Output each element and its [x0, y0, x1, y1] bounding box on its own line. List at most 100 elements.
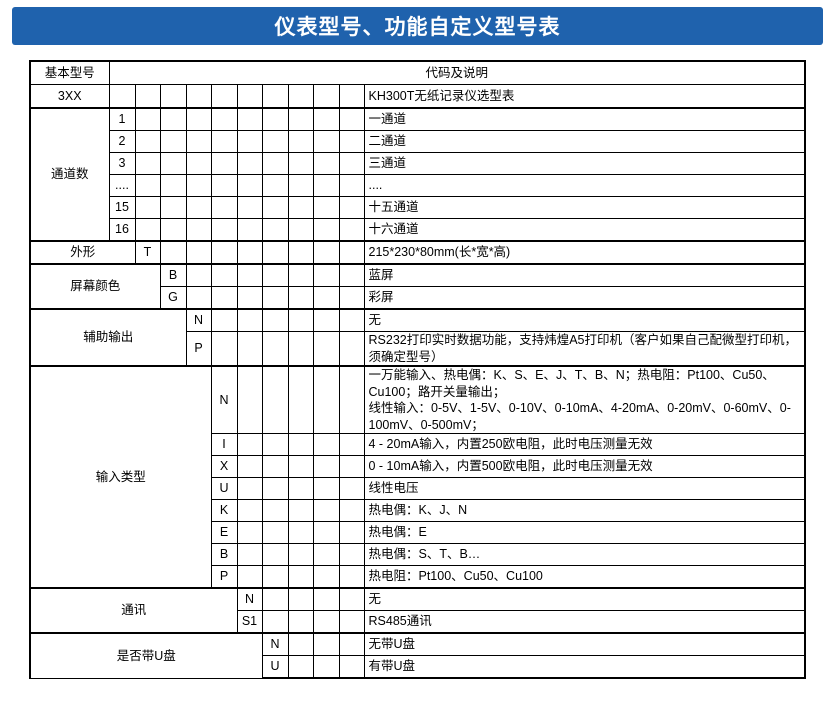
grid-cell	[185, 218, 212, 242]
desc-cell: 三通道	[363, 152, 806, 175]
grid-cell	[134, 130, 161, 153]
grid-cell	[338, 587, 365, 611]
grid-cell	[287, 433, 314, 456]
desc-cell: 热电偶：K、J、N	[363, 499, 806, 522]
desc-cell: 热电偶：S、T、B…	[363, 543, 806, 566]
grid-cell	[236, 130, 263, 153]
section-label-1: 通道数	[29, 107, 110, 242]
grid-cell	[287, 240, 314, 265]
table-header-row: 基本型号 代码及说明	[29, 60, 806, 85]
grid-cell	[312, 286, 340, 310]
code-cell: B	[159, 263, 187, 287]
grid-cell	[210, 218, 238, 242]
desc-cell: RS485通讯	[363, 610, 806, 634]
grid-cell	[338, 433, 365, 456]
grid-cell	[159, 130, 187, 153]
grid-cell	[159, 218, 187, 242]
grid-cell	[159, 107, 187, 131]
grid-cell	[185, 286, 212, 310]
section-label-4: 辅助输出	[29, 308, 187, 367]
section-row: 通道数 1 一通道	[29, 107, 806, 242]
grid-cell	[261, 521, 289, 544]
grid-cell	[312, 455, 340, 478]
grid-cell	[312, 543, 340, 566]
grid-cell	[185, 152, 212, 175]
section-row: 输入类型 N 一万能输入、热电偶：K、S、E、J、T、B、N；热电阻：Pt100、C…	[29, 365, 806, 589]
grid-cell	[236, 240, 263, 265]
grid-cell	[287, 565, 314, 589]
grid-cell	[287, 152, 314, 175]
code-cell: ....	[108, 174, 136, 197]
section-row: 是否带U盘 N 无带U盘	[29, 632, 806, 679]
section-row: 通讯 N 无	[29, 587, 806, 634]
grid-cell	[312, 218, 340, 242]
grid-cell	[312, 565, 340, 589]
code-cell: N	[185, 308, 212, 332]
grid-cell	[287, 308, 314, 332]
desc-cell: 一通道	[363, 107, 806, 131]
desc-cell: 无带U盘	[363, 632, 806, 656]
section-label-2: 外形	[29, 240, 136, 265]
code-cell: U	[210, 477, 238, 500]
grid-cell	[261, 263, 289, 287]
grid-cell	[338, 130, 365, 153]
grid-cell	[159, 84, 187, 109]
grid-cell	[236, 84, 263, 109]
grid-cell	[210, 240, 238, 265]
code-cell: 15	[108, 196, 136, 219]
code-cell: N	[236, 587, 263, 611]
code-cell: I	[210, 433, 238, 456]
grid-cell	[312, 331, 340, 367]
grid-cell	[159, 152, 187, 175]
section-row: 3 三通道	[30, 152, 806, 175]
code-cell: U	[261, 655, 289, 679]
grid-cell	[312, 263, 340, 287]
grid-cell	[210, 84, 238, 109]
grid-cell	[338, 152, 365, 175]
grid-cell	[185, 196, 212, 219]
grid-cell	[338, 308, 365, 332]
table-body: 基本型号 代码及说明 3XX KH300T无纸记录仪选型表 通道数 1 一通道 2 二通道 3 三通…	[29, 60, 806, 679]
code-cell: E	[210, 521, 238, 544]
grid-cell	[287, 655, 314, 679]
desc-cell: 有带U盘	[363, 655, 806, 679]
desc-cell: 十六通道	[363, 218, 806, 242]
grid-cell	[236, 152, 263, 175]
code-cell: B	[210, 543, 238, 566]
grid-cell	[312, 84, 340, 109]
grid-cell	[210, 107, 238, 131]
grid-cell	[287, 477, 314, 500]
code-cell: 2	[108, 130, 136, 153]
grid-cell	[338, 107, 365, 131]
grid-cell	[261, 365, 289, 434]
grid-cell	[338, 521, 365, 544]
grid-cell	[261, 610, 289, 634]
grid-cell	[312, 587, 340, 611]
section-row: E 热电偶：E	[30, 521, 806, 544]
grid-cell	[210, 263, 238, 287]
grid-cell	[185, 84, 212, 109]
grid-cell	[287, 174, 314, 197]
grid-cell	[236, 433, 263, 456]
grid-cell	[261, 286, 289, 310]
grid-cell	[338, 240, 365, 265]
grid-cell	[338, 610, 365, 634]
grid-cell	[134, 107, 161, 131]
grid-cell	[261, 543, 289, 566]
section-row: B 热电偶：S、T、B…	[30, 543, 806, 566]
section-row: ........	[30, 174, 806, 197]
grid-cell	[338, 365, 365, 434]
grid-cell	[185, 174, 212, 197]
grid-cell	[312, 240, 340, 265]
grid-cell	[287, 543, 314, 566]
grid-cell	[261, 240, 289, 265]
grid-cell	[338, 286, 365, 310]
grid-cell	[236, 196, 263, 219]
grid-cell	[261, 587, 289, 611]
grid-cell	[185, 263, 212, 287]
grid-cell	[338, 477, 365, 500]
grid-cell	[261, 455, 289, 478]
grid-cell	[236, 286, 263, 310]
grid-cell	[312, 610, 340, 634]
grid-cell	[261, 499, 289, 522]
